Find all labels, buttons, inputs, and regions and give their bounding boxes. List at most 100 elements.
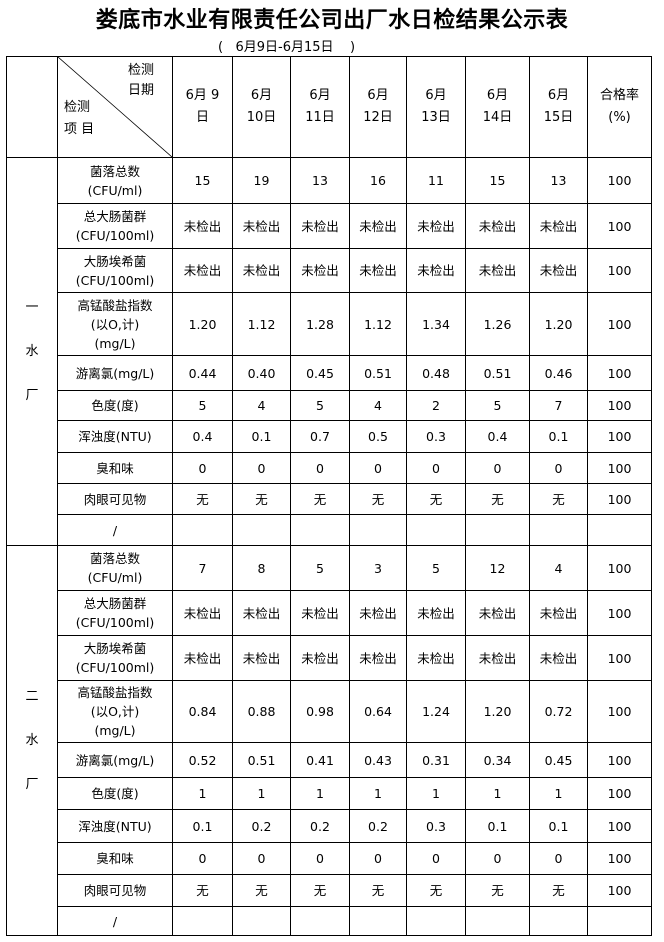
test-item-text: 浑浊度(NTU) [78, 429, 152, 444]
result-value: 无 [290, 483, 350, 515]
result-value: 未检出 [349, 203, 407, 249]
pass-rate: 100 [587, 390, 652, 421]
result-value [232, 906, 291, 936]
date-range: ( 6月9日-6月15日 ) [218, 40, 356, 55]
date-header-text: 15日 [543, 110, 574, 125]
pass-rate: 100 [587, 842, 652, 875]
result-value: 0 [232, 842, 291, 875]
result-value: 0.40 [232, 355, 291, 391]
plant-label: 一水厂 [6, 157, 58, 546]
date-header-text: 6月 9 [185, 88, 220, 103]
result-value: 未检出 [232, 203, 291, 249]
result-value: 未检出 [465, 248, 530, 293]
result-value: 未检出 [290, 590, 350, 636]
date-header-text: 日 [195, 110, 209, 125]
table-row: 高锰酸盐指数 (以O,计) (mg/L) 1.20 1.12 1.28 1.12 1.34 1.… [7, 292, 652, 356]
result-value: 未检出 [349, 635, 407, 681]
result-value: 3 [349, 545, 407, 591]
result-value: 未检出 [232, 590, 291, 636]
result-value: 未检出 [290, 248, 350, 293]
test-item: 高锰酸盐指数 (以O,计) (mg/L) [57, 680, 173, 743]
result-value [406, 906, 466, 936]
table-row: 浑浊度(NTU) 0.4 0.1 0.7 0.5 0.3 0.4 0.1 100 [7, 420, 652, 453]
result-value: 4 [349, 390, 407, 421]
result-value: 0.72 [529, 680, 588, 743]
test-item-text: / [112, 913, 118, 929]
test-item: 高锰酸盐指数 (以O,计) (mg/L) [57, 292, 173, 356]
table-row: 肉眼可见物无无无无无无无 100 [7, 874, 652, 907]
test-item: 肉眼可见物 [57, 483, 173, 515]
test-item-text: 臭和味 [96, 460, 134, 476]
table-row: 总大肠菌群 (CFU/100ml) 未检出 未检出 未检出 未检出 未检出 未检出 未检出 100 [7, 590, 652, 636]
pass-rate: 100 [587, 355, 652, 391]
pass-rate: 100 [587, 742, 652, 778]
result-value: 0 [349, 452, 407, 484]
table-row: 大肠埃希菌 (CFU/100ml) 未检出 未检出 未检出 未检出 未检出 未检出 未检出 100 [7, 248, 652, 293]
result-value: 0.84 [172, 680, 233, 743]
result-value: 无 [529, 483, 588, 515]
test-item-text: 大肠埃希菌 [83, 253, 147, 269]
result-value: 4 [232, 390, 291, 421]
table-row: 色度(度) 5 4 5 4 2 5 7 100 [7, 390, 652, 421]
test-item-text: 总大肠菌群 [83, 596, 147, 611]
result-value: 13 [290, 157, 350, 204]
result-value: 0.51 [349, 355, 407, 391]
result-value: 1.34 [406, 292, 466, 356]
result-value: 1 [349, 777, 407, 810]
result-value: 0.64 [349, 680, 407, 743]
result-value: 2 [406, 390, 466, 421]
test-item-text: (CFU/100ml) [75, 660, 155, 675]
table-row: 色度(度) 1 1 1 1 1 1 1 100 [7, 777, 652, 810]
result-value: 无 [529, 874, 588, 907]
result-value: 5 [290, 545, 350, 591]
result-value [290, 514, 350, 546]
result-value: 0.3 [406, 420, 466, 453]
test-item-text: 菌落总数 [89, 163, 140, 179]
results-table: 检测 日期 检测项 目 6月 9 日 6月 10日 6月 11日 6月 12日 6月 13日 6月 14… [6, 56, 652, 936]
result-value: 0.34 [465, 742, 530, 778]
result-value: 0 [406, 452, 466, 484]
table-row: 大肠埃希菌 (CFU/100ml) 未检出 未检出 未检出 未检出 未检出 未检出 未检出 100 [7, 635, 652, 681]
date-header-text: 13日 [421, 110, 451, 125]
test-item: 臭和味 [57, 452, 173, 484]
pass-rate [587, 906, 652, 936]
date-header: 6月 11日 [290, 56, 350, 158]
result-value: 0.1 [529, 420, 588, 453]
table-row: 二水厂菌落总数 (CFU/ml) 7 8 5 3 5 12 4 100 [6, 545, 652, 936]
result-value: 1.20 [529, 292, 588, 356]
result-value: 0.44 [172, 355, 233, 391]
result-value: 7 [529, 390, 588, 421]
test-item: 总大肠菌群 (CFU/100ml) [57, 590, 173, 636]
result-value: 未检出 [529, 203, 588, 249]
result-value: 0.48 [406, 355, 466, 391]
result-value: 未检出 [529, 590, 588, 636]
result-value: 无 [172, 483, 233, 515]
result-value [232, 514, 291, 546]
result-value: 未检出 [465, 635, 530, 681]
pass-rate: 100 [587, 248, 652, 293]
date-header-text: 6月 [250, 88, 273, 103]
result-value: 0.51 [465, 355, 530, 391]
test-item-text: (以O,计) [90, 704, 140, 719]
result-value [172, 514, 233, 546]
result-value: 未检出 [232, 248, 291, 293]
page-title: 娄底市水业有限责任公司出厂水日检结果公示表 [95, 8, 569, 33]
pass-rate: 100 [587, 777, 652, 810]
date-header-text: 10日 [246, 110, 277, 125]
test-item: 色度(度) [57, 777, 173, 810]
test-item-text: 菌落总数 [89, 551, 140, 566]
plant-label-char: 一 [25, 299, 39, 315]
result-value: 1 [465, 777, 530, 810]
test-item-text: 臭和味 [96, 851, 134, 866]
pass-rate: 100 [587, 809, 652, 843]
result-value: 0 [232, 452, 291, 484]
pass-rate: 100 [587, 874, 652, 907]
result-value: 未检出 [290, 635, 350, 681]
test-item-text: 肉眼可见物 [83, 491, 147, 507]
date-header: 6月 12日 [349, 56, 407, 158]
result-value: 15 [172, 157, 233, 204]
result-value: 0.45 [529, 742, 588, 778]
test-item-text: 游离氯(mg/L) [75, 752, 155, 768]
result-value: 1 [406, 777, 466, 810]
result-value: 0.43 [349, 742, 407, 778]
